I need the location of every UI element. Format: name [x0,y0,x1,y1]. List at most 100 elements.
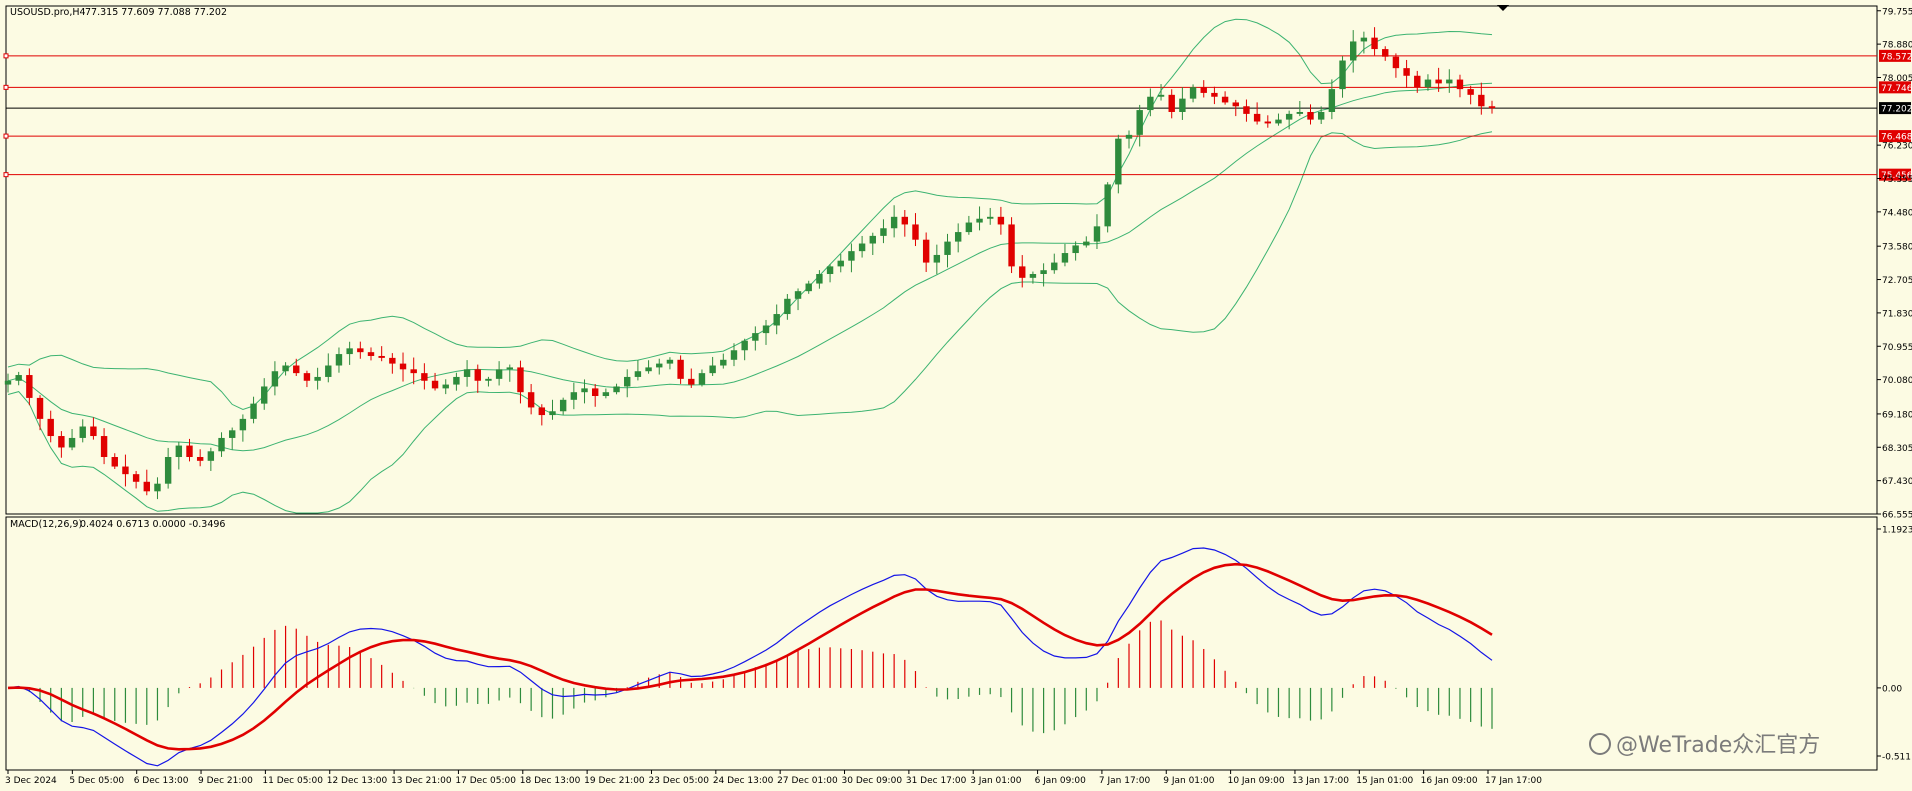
candle-bull [335,354,343,366]
candle-bull [271,371,279,387]
candle-bull [1179,98,1186,112]
price-tick-label: 76.230 [1882,142,1912,152]
level-price-label: 75.456 [1881,171,1912,181]
time-tick-label: 31 Dec 17:00 [906,776,967,786]
time-tick-label: 17 Jan 17:00 [1485,776,1542,786]
candle-bull [68,437,76,448]
candle-bear [912,224,919,240]
price-tick-label: 70.080 [1882,376,1912,386]
time-tick-label: 19 Dec 21:00 [584,776,645,786]
candle-bear [901,216,909,225]
price-tick-label: 69.180 [1882,410,1912,420]
candle-bear [1478,94,1485,107]
period-separator-marker [1497,5,1509,11]
bollinger-middle [7,82,1493,452]
candle-bear [1414,75,1421,88]
current-price-tag [1879,102,1911,115]
candle-bull [164,457,172,484]
time-tick-label: 27 Dec 01:00 [777,776,838,786]
candle-bull [1029,274,1037,278]
candle-bear [100,436,108,458]
candle-bear [538,407,546,416]
candle-bear [1200,87,1207,93]
candle-bull [1093,226,1101,242]
candle-bear [293,365,300,374]
candle-bear [1232,102,1239,107]
watermark-text: @WeTrade众汇官方 [1616,733,1820,758]
time-tick-label: 3 Jan 01:00 [970,776,1022,786]
level-anchor [3,84,9,90]
time-tick-label: 24 Dec 13:00 [713,776,774,786]
time-tick-label: 15 Jan 01:00 [1356,776,1413,786]
candle-bear [922,239,930,263]
current-price-label: 77.202 [1881,105,1912,115]
candle-bear [421,373,428,381]
level-price-label: 76.468 [1881,133,1912,143]
candle-bull [858,243,866,252]
candle-bull [890,216,898,229]
candle-bull [794,291,802,299]
candle-bull [218,437,225,452]
candle-bull [1083,241,1090,246]
time-tick-label: 10 Jan 09:00 [1228,776,1285,786]
macd-line [7,547,1493,767]
time-tick-label: 6 Dec 13:00 [134,776,189,786]
candle-bear [1019,266,1026,278]
level-anchor [3,53,9,59]
price-tick-label: 78.880 [1882,41,1912,51]
candle-bull [1285,113,1293,120]
candle-bull [848,251,855,261]
time-axis: 3 Dec 2024 5 Dec 05:00 6 Dec 13:00 9 Dec 21… [5,770,1542,786]
candle-bear [527,392,535,408]
candle-bull [175,445,183,458]
macd-values: 0.4024 0.6713 0.0000 -0.3496 [80,519,225,530]
candle-bear [1253,113,1261,122]
candle-bull [495,369,503,379]
candle-bear [399,363,407,370]
price-tick-label: 70.955 [1882,343,1912,353]
candle-bull [1040,270,1047,275]
candle-bull [837,260,844,267]
candle-bear [1467,89,1474,95]
candle-bear [677,359,684,379]
candle-bull [730,350,738,360]
candle-bull [581,388,588,393]
macd-axis: 1.1923 0.00 -0.511 [1877,526,1912,763]
candle-bull [1424,79,1432,88]
candle-bear [186,445,193,458]
candle-bull [698,373,706,385]
candle-bear [196,457,204,461]
candle-bear [26,375,33,398]
candle-bear [431,380,439,389]
candle-bear [111,457,118,467]
time-tick-label: 3 Dec 2024 [5,776,57,786]
candle-bull [933,254,941,263]
price-tick-label: 74.480 [1882,208,1912,218]
candle-bear [1435,79,1442,84]
watermark-logo-icon [1589,733,1611,755]
candle-bear [1307,111,1314,120]
level-price-tag [1879,81,1911,94]
candle-bull [666,359,674,364]
candle-bear [1211,92,1218,97]
candle-bear [410,369,417,374]
candle-bull [805,283,812,292]
price-panel: 78.572 77.746 76.468 75.456 77.202 79.755 78.… [3,5,1912,521]
candle-bull [207,451,215,461]
time-tick-label: 23 Dec 05:00 [648,776,709,786]
candle-bull [880,228,887,236]
candle-bull [228,430,236,438]
bollinger-lower [7,131,1493,514]
candle-bull [987,216,994,219]
price-tick-label: 73.580 [1882,243,1912,253]
candle-bull [816,274,823,284]
price-tick-label: 78.005 [1882,74,1912,84]
candle-bull [261,386,268,404]
candle-bear [357,348,364,353]
candle-bear [1221,96,1229,103]
candle-bull [463,369,471,377]
candle-bear [517,367,524,393]
candle-bull [1328,89,1336,112]
candle-bull [965,222,973,233]
